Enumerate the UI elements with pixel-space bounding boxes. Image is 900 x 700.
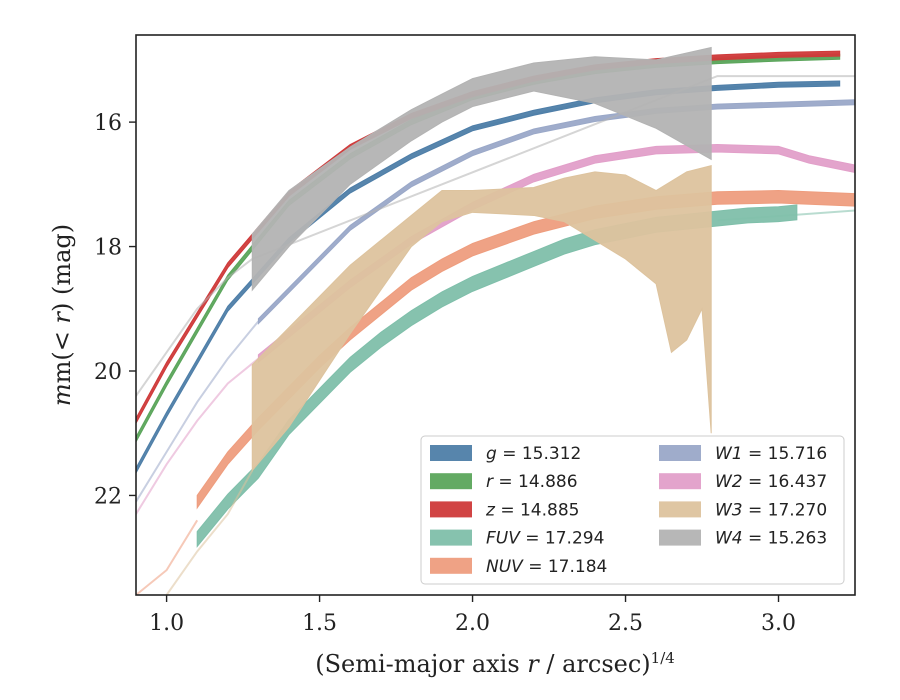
legend-label-nuv: NUV = 17.184 bbox=[486, 557, 607, 577]
x-tick-label: 2.0 bbox=[455, 611, 490, 636]
x-tick-label: 1.5 bbox=[302, 611, 337, 636]
band-fuv bbox=[196, 204, 798, 548]
legend-swatch-w4 bbox=[659, 529, 701, 546]
model-line-w4 bbox=[136, 75, 855, 397]
legend-label-z: z = 14.885 bbox=[485, 500, 579, 520]
x-tick-label: 2.5 bbox=[608, 611, 643, 636]
legend-label-r: r = 14.886 bbox=[486, 472, 578, 492]
legend-box bbox=[420, 435, 845, 585]
y-tick-label: 18 bbox=[94, 236, 122, 261]
y-tick-label: 22 bbox=[94, 484, 122, 509]
legend-label-w2: W2 = 16.437 bbox=[715, 472, 827, 492]
legend-swatch-w1 bbox=[659, 445, 701, 461]
legend-swatch-r bbox=[430, 473, 472, 490]
y-tick-label: 20 bbox=[94, 360, 122, 385]
y-axis: 16 18 20 22 bbox=[94, 111, 136, 509]
legend-swatch-fuv bbox=[430, 529, 472, 546]
model-line-w2 bbox=[136, 357, 260, 515]
y-tick-label: 16 bbox=[94, 111, 122, 136]
model-line-w3 bbox=[165, 470, 254, 595]
band-w4 bbox=[251, 46, 712, 292]
model-line-nuv bbox=[136, 519, 199, 595]
plot-frame bbox=[135, 34, 856, 596]
legend-label-w3: W3 = 17.270 bbox=[715, 500, 827, 520]
legend-swatch-g bbox=[430, 445, 472, 461]
legend-swatch-w3 bbox=[659, 501, 701, 518]
x-axis: 1.0 1.5 2.0 2.5 3.0 bbox=[149, 595, 796, 636]
legend-swatch-z bbox=[430, 501, 472, 518]
legend-label-w4: W4 = 15.263 bbox=[715, 529, 827, 549]
x-tick-label: 1.0 bbox=[149, 611, 184, 636]
legend-swatch-nuv bbox=[430, 557, 472, 574]
x-tick-label: 3.0 bbox=[761, 611, 796, 636]
legend-label-g: g = 15.312 bbox=[486, 444, 581, 464]
legend: g = 15.312 r = 14.886 z = 14.885 FUV = 17.2… bbox=[420, 435, 845, 585]
x-axis-label: (Semi-major axis r / arcsec)1/4 bbox=[315, 649, 675, 678]
model-line-w1 bbox=[136, 320, 260, 503]
y-axis-label: mm(< r) (mag) bbox=[48, 224, 76, 406]
legend-label-fuv: FUV = 17.294 bbox=[486, 529, 604, 549]
plot-area bbox=[136, 46, 855, 595]
legend-swatch-w2 bbox=[659, 473, 701, 490]
band-w3 bbox=[251, 165, 712, 472]
legend-label-w1: W1 = 15.716 bbox=[715, 444, 827, 464]
band-w1 bbox=[257, 99, 855, 325]
